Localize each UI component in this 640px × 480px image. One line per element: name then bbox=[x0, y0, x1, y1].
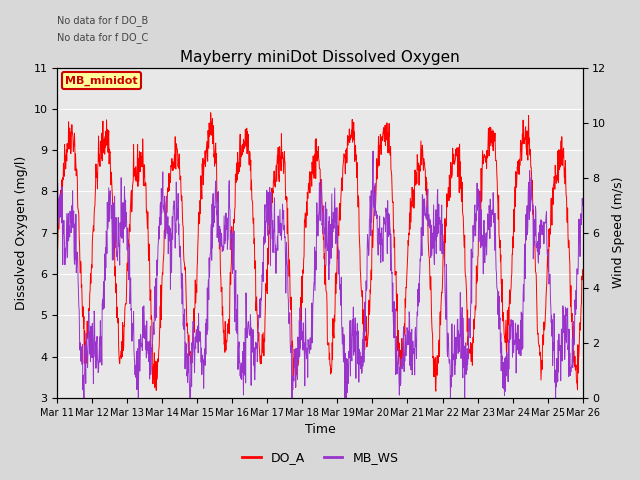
Text: No data for f DO_C: No data for f DO_C bbox=[57, 32, 148, 43]
Y-axis label: Wind Speed (m/s): Wind Speed (m/s) bbox=[612, 177, 625, 288]
Legend:  bbox=[62, 72, 141, 88]
Legend: DO_A, MB_WS: DO_A, MB_WS bbox=[237, 446, 403, 469]
Title: Mayberry miniDot Dissolved Oxygen: Mayberry miniDot Dissolved Oxygen bbox=[180, 50, 460, 65]
X-axis label: Time: Time bbox=[305, 423, 335, 436]
Text: No data for f DO_B: No data for f DO_B bbox=[57, 15, 148, 26]
Y-axis label: Dissolved Oxygen (mg/l): Dissolved Oxygen (mg/l) bbox=[15, 156, 28, 310]
